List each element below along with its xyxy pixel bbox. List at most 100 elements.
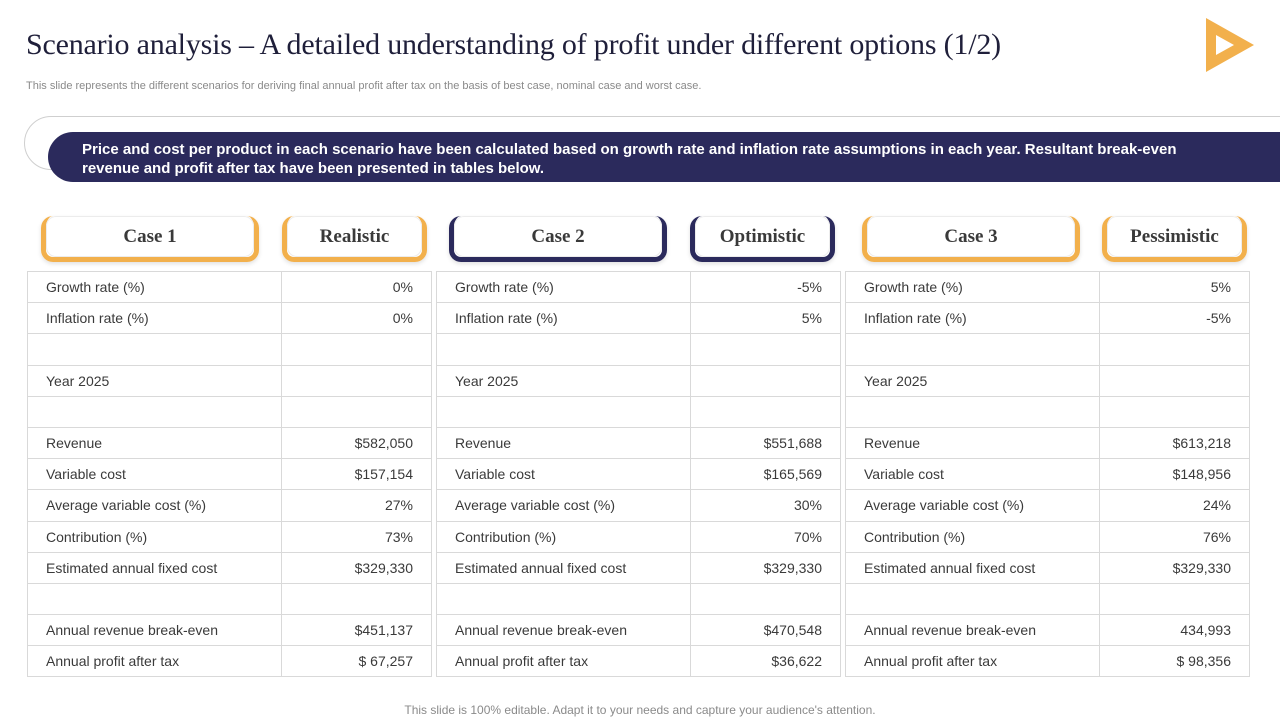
row-label: Average variable cost (%) — [27, 489, 282, 522]
row-label: Contribution (%) — [27, 520, 282, 553]
table-row: Annual profit after tax $ 67,257 — [27, 645, 432, 678]
case-2-scenario: Optimistic — [719, 225, 806, 247]
row-label: Annual profit after tax — [436, 645, 691, 678]
row-label — [27, 582, 282, 616]
row-label: Growth rate (%) — [27, 270, 282, 304]
table-row — [845, 395, 1250, 428]
case-2-table: Growth rate (%) -5% Inflation rate (%) 5% Ye… — [436, 270, 841, 678]
row-value — [1099, 395, 1250, 428]
table-row: Annual revenue break-even $470,548 — [436, 614, 841, 647]
table-row: Year 2025 — [436, 364, 841, 397]
banner-text: Price and cost per product in each scena… — [82, 141, 1177, 177]
row-value — [690, 364, 841, 397]
case-1-scenario: Realistic — [319, 225, 390, 247]
case-1-header: Case 1 — [41, 216, 259, 262]
row-label — [845, 333, 1100, 366]
table-row — [27, 582, 432, 616]
row-label: Estimated annual fixed cost — [436, 551, 691, 584]
case-2-scenario-header: Optimistic — [690, 216, 835, 262]
table-row: Average variable cost (%) 24% — [845, 489, 1250, 522]
row-label: Annual profit after tax — [27, 645, 282, 678]
case-3-scenario-header: Pessimistic — [1102, 216, 1247, 262]
row-value: 434,993 — [1099, 614, 1250, 647]
table-row: Growth rate (%) -5% — [436, 270, 841, 304]
row-label — [845, 582, 1100, 616]
row-value — [1099, 333, 1250, 366]
row-value — [690, 395, 841, 428]
table-row: Inflation rate (%) -5% — [845, 302, 1250, 335]
table-row: Estimated annual fixed cost $329,330 — [436, 551, 841, 584]
case-3-table: Growth rate (%) 5% Inflation rate (%) -5% Ye… — [845, 270, 1250, 678]
row-label: Estimated annual fixed cost — [845, 551, 1100, 584]
row-value: 27% — [281, 489, 432, 522]
row-label: Annual revenue break-even — [436, 614, 691, 647]
row-label: Year 2025 — [436, 364, 691, 397]
play-triangle-icon — [1206, 18, 1254, 72]
row-label: Growth rate (%) — [845, 270, 1100, 304]
row-value — [281, 333, 432, 366]
table-row: Variable cost $148,956 — [845, 458, 1250, 491]
row-value — [281, 395, 432, 428]
row-label: Contribution (%) — [845, 520, 1100, 553]
row-label: Inflation rate (%) — [27, 302, 282, 335]
table-row: Revenue $551,688 — [436, 426, 841, 460]
row-value: $613,218 — [1099, 426, 1250, 460]
table-row: Inflation rate (%) 0% — [27, 302, 432, 335]
row-value: $165,569 — [690, 458, 841, 491]
table-row: Inflation rate (%) 5% — [436, 302, 841, 335]
row-label: Revenue — [845, 426, 1100, 460]
row-label: Contribution (%) — [436, 520, 691, 553]
row-label — [845, 395, 1100, 428]
table-row: Contribution (%) 76% — [845, 520, 1250, 553]
table-row: Annual profit after tax $ 98,356 — [845, 645, 1250, 678]
row-value: $157,154 — [281, 458, 432, 491]
row-label: Average variable cost (%) — [845, 489, 1100, 522]
row-label: Year 2025 — [845, 364, 1100, 397]
row-value: 30% — [690, 489, 841, 522]
row-value: 0% — [281, 302, 432, 335]
row-label — [436, 395, 691, 428]
row-label — [436, 333, 691, 366]
row-label: Annual revenue break-even — [27, 614, 282, 647]
row-label — [27, 333, 282, 366]
row-value: $ 67,257 — [281, 645, 432, 678]
row-label: Inflation rate (%) — [436, 302, 691, 335]
row-value: $148,956 — [1099, 458, 1250, 491]
table-row — [436, 333, 841, 366]
row-value: $451,137 — [281, 614, 432, 647]
table-row: Revenue $582,050 — [27, 426, 432, 460]
case-2-header: Case 2 — [449, 216, 667, 262]
row-value — [690, 582, 841, 616]
table-row — [27, 333, 432, 366]
row-value — [281, 364, 432, 397]
row-value: $ 98,356 — [1099, 645, 1250, 678]
row-value: 5% — [690, 302, 841, 335]
table-row: Growth rate (%) 5% — [845, 270, 1250, 304]
row-label — [436, 582, 691, 616]
case-1-title: Case 1 — [123, 225, 177, 247]
row-value: $329,330 — [281, 551, 432, 584]
table-row: Average variable cost (%) 30% — [436, 489, 841, 522]
row-value: 70% — [690, 520, 841, 553]
row-value: 76% — [1099, 520, 1250, 553]
table-row: Contribution (%) 73% — [27, 520, 432, 553]
table-row — [845, 582, 1250, 616]
page-subtitle: This slide represents the different scen… — [26, 80, 702, 92]
case-3-scenario: Pessimistic — [1130, 225, 1219, 247]
case-3-header: Case 3 — [862, 216, 1080, 262]
row-value: $551,688 — [690, 426, 841, 460]
row-value: $329,330 — [1099, 551, 1250, 584]
row-value: $470,548 — [690, 614, 841, 647]
row-label — [27, 395, 282, 428]
table-row: Revenue $613,218 — [845, 426, 1250, 460]
row-label: Year 2025 — [27, 364, 282, 397]
case-3-title: Case 3 — [944, 225, 998, 247]
table-row: Annual revenue break-even $451,137 — [27, 614, 432, 647]
row-label: Annual profit after tax — [845, 645, 1100, 678]
table-row: Variable cost $165,569 — [436, 458, 841, 491]
row-value: 24% — [1099, 489, 1250, 522]
row-value: $329,330 — [690, 551, 841, 584]
row-label: Growth rate (%) — [436, 270, 691, 304]
info-banner — [48, 132, 1280, 182]
row-label: Annual revenue break-even — [845, 614, 1100, 647]
